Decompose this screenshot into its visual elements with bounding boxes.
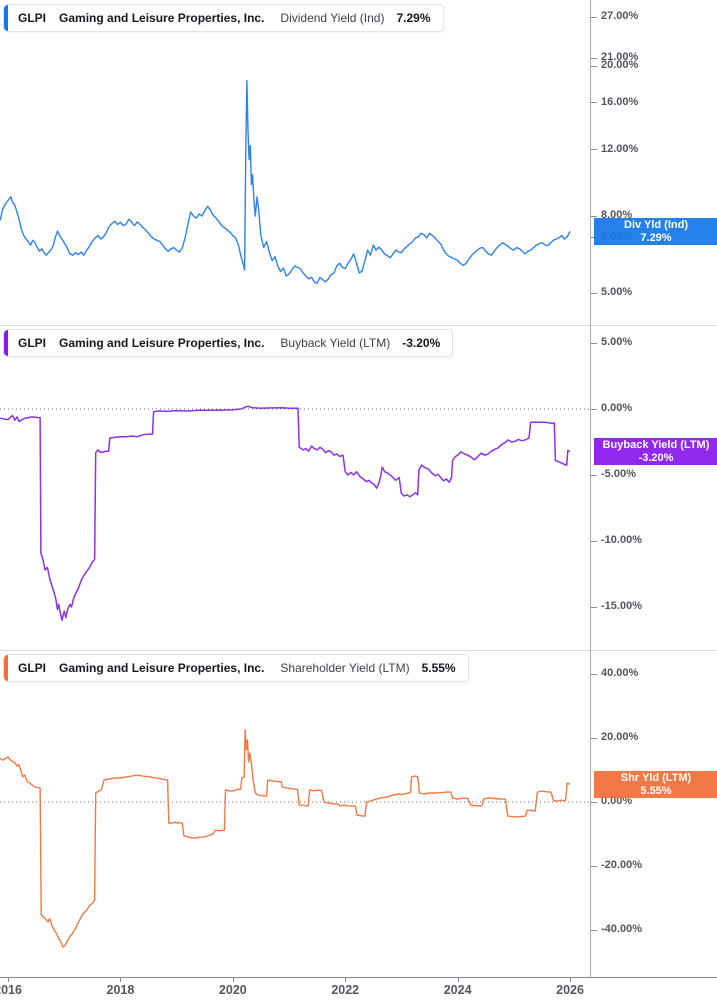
legend-shareholder-yield: GLPI Gaming and Leisure Properties, Inc.… xyxy=(3,654,469,682)
badge-label: Shr Yld (LTM) xyxy=(620,771,692,784)
x-axis-year-label: 2026 xyxy=(556,983,584,997)
y-axis-tick xyxy=(591,215,597,217)
dividend-yield-badge: Div Yld (Ind) 7.29% xyxy=(594,217,717,245)
badge-value: 7.29% xyxy=(640,231,672,244)
panel-dividend-yield[interactable]: GLPI Gaming and Leisure Properties, Inc.… xyxy=(0,0,590,325)
shareholder-yield-plot[interactable] xyxy=(0,650,590,977)
metric-name: Buyback Yield (LTM) xyxy=(280,336,391,350)
ticker: GLPI xyxy=(18,661,47,675)
company-name: Gaming and Leisure Properties, Inc. xyxy=(59,661,265,675)
legend-buyback-yield: GLPI Gaming and Leisure Properties, Inc.… xyxy=(3,329,454,357)
y-axis-tick xyxy=(591,540,597,542)
y-axis-tick xyxy=(591,408,597,410)
dividend-yield-line xyxy=(0,79,571,285)
y-axis-tick-label: 5.00% xyxy=(601,286,633,298)
y-axis-tick-label: -15.00% xyxy=(601,600,642,612)
metric-value: -3.20% xyxy=(402,336,441,350)
x-axis-tick xyxy=(570,978,572,982)
x-axis-tick xyxy=(232,978,234,982)
y-axis-tick-label: -20.00% xyxy=(601,859,642,871)
badge-label: Div Yld (Ind) xyxy=(624,218,688,231)
x-axis-year-label: 2020 xyxy=(218,983,247,997)
metric-name: Dividend Yield (Ind) xyxy=(280,11,385,25)
y-axis-tick-label: 16.00% xyxy=(601,95,639,108)
y-axis-tick-label: 27.00% xyxy=(601,10,639,22)
badge-value: -3.20% xyxy=(638,451,674,464)
y-axis-tick xyxy=(591,737,597,739)
y-axis-tick-label: 20.00% xyxy=(601,731,639,743)
y-axis-tick-label: 5.00% xyxy=(601,336,633,348)
y-axis-tick xyxy=(591,102,597,104)
y-axis-tick xyxy=(591,865,597,867)
y-axis-tick-label: 12.00% xyxy=(601,142,639,155)
ticker: GLPI xyxy=(18,11,47,25)
shareholder-yield-badge: Shr Yld (LTM) 5.55% xyxy=(594,770,717,798)
x-axis-year-label: 2024 xyxy=(443,983,472,997)
panel-buyback-yield[interactable]: GLPI Gaming and Leisure Properties, Inc.… xyxy=(0,325,590,650)
x-axis-tick xyxy=(120,978,122,982)
y-axis-tick-label: 40.00% xyxy=(601,667,639,679)
legend-dividend-yield: GLPI Gaming and Leisure Properties, Inc.… xyxy=(3,4,444,32)
x-axis-tick xyxy=(345,978,347,982)
y-axis-tick xyxy=(591,65,597,67)
y-axis-tick xyxy=(591,474,597,476)
shareholder-yield-line xyxy=(0,729,571,948)
metric-value: 5.55% xyxy=(421,661,456,675)
y-axis-tick xyxy=(591,16,597,18)
y-axis-tick-label: -10.00% xyxy=(601,534,642,546)
y-axis-tick-label: -5.00% xyxy=(601,468,636,480)
buyback-yield-plot[interactable] xyxy=(0,325,590,650)
x-axis-year-label: 2022 xyxy=(331,983,360,997)
y-axis-tick-label: 0.00% xyxy=(601,795,633,807)
badge-label: Buyback Yield (LTM) xyxy=(602,438,710,451)
metric-name: Shareholder Yield (LTM) xyxy=(280,661,410,675)
y-axis-tick xyxy=(591,673,597,675)
x-axis-year-label: 2016 xyxy=(0,983,22,997)
y-axis-tick-label: 20.00% xyxy=(601,59,639,72)
company-name: Gaming and Leisure Properties, Inc. xyxy=(59,11,265,25)
x-axis-tick xyxy=(8,978,10,982)
panel-divider xyxy=(0,650,717,651)
legend-color-bar xyxy=(4,5,8,31)
y-axis-tick xyxy=(591,149,597,151)
y-axis-tick xyxy=(591,929,597,931)
buyback-yield-line xyxy=(0,405,571,621)
y-axis-tick xyxy=(591,342,597,344)
y-axis-tick xyxy=(591,801,597,803)
legend-color-bar xyxy=(4,330,8,356)
x-axis[interactable]: 2016 2018 2020 2022 2024 2026 xyxy=(0,977,717,1006)
ticker: GLPI xyxy=(18,336,47,350)
y-axis-tick xyxy=(591,292,597,294)
legend-color-bar xyxy=(4,655,8,681)
company-name: Gaming and Leisure Properties, Inc. xyxy=(59,336,265,350)
y-axis-tick xyxy=(591,57,597,59)
dividend-yield-plot[interactable] xyxy=(0,0,590,325)
y-axis-tick-label: 0.00% xyxy=(601,402,633,414)
x-axis-tick xyxy=(457,978,459,982)
metric-value: 7.29% xyxy=(396,11,431,25)
x-axis-year-label: 2018 xyxy=(106,983,135,997)
y-axis-tick xyxy=(591,606,597,608)
badge-value: 5.55% xyxy=(640,784,672,797)
buyback-yield-badge: Buyback Yield (LTM) -3.20% xyxy=(594,437,717,465)
y-axis-tick-label: 21.00% xyxy=(601,51,639,64)
y-axis[interactable]: 27.00%21.00%20.00%16.00%12.00%8.00%7.00%… xyxy=(590,0,717,977)
panel-shareholder-yield[interactable]: GLPI Gaming and Leisure Properties, Inc.… xyxy=(0,650,590,977)
panel-divider xyxy=(0,325,717,326)
y-axis-tick-label: -40.00% xyxy=(601,923,642,935)
